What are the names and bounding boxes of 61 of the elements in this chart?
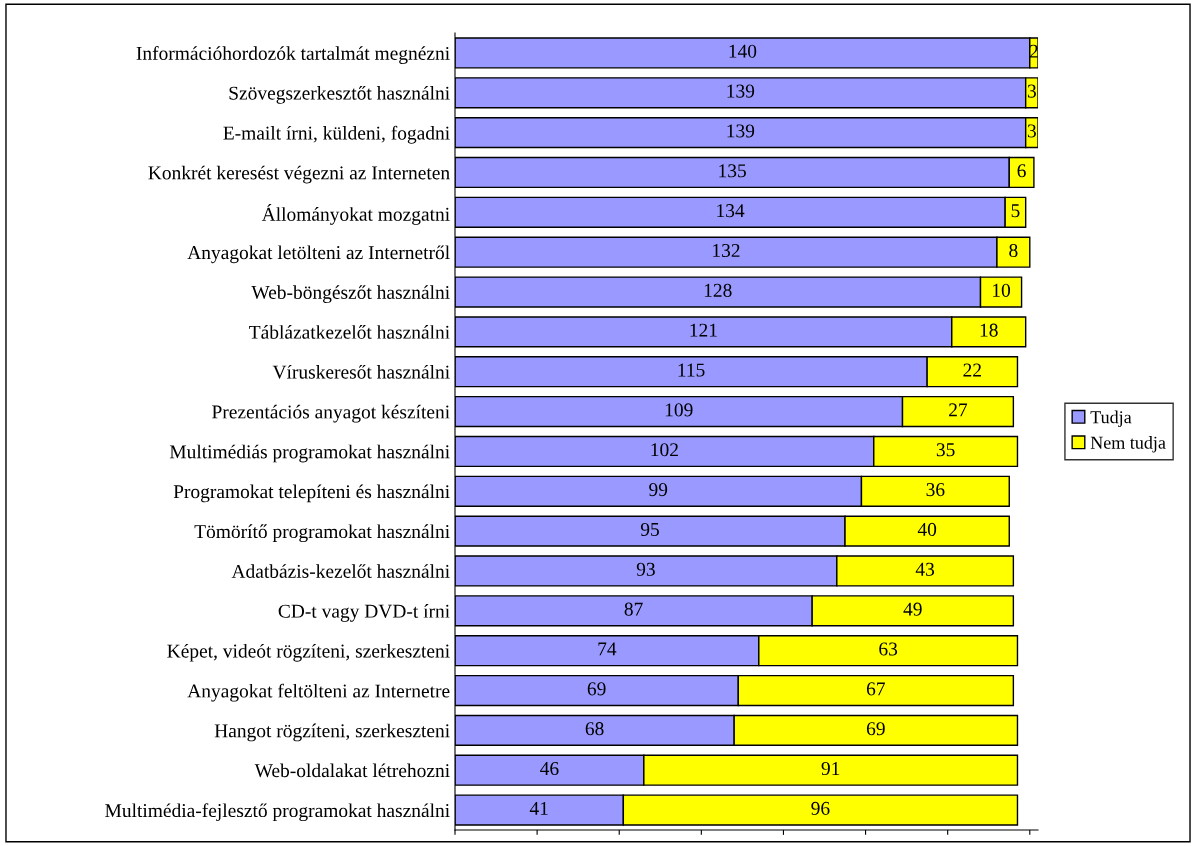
- data-label: 87: [624, 602, 643, 616]
- data-label: 134: [717, 204, 745, 218]
- data-label: 139: [727, 84, 755, 98]
- y-tick-label: Anyagokat feltölteni az Internetre: [187, 683, 450, 702]
- data-label: 18: [980, 323, 998, 337]
- legend-label: Nem tudja: [1090, 436, 1166, 453]
- data-label: 93: [636, 562, 655, 576]
- y-tick-label: Adatbázis-kezelőt használni: [231, 564, 450, 578]
- data-label: 8: [1009, 243, 1018, 258]
- data-label: 35: [936, 443, 955, 457]
- data-label: 3: [1027, 84, 1036, 98]
- y-tick-label: Web-böngészőt használni: [251, 285, 450, 303]
- y-tick-label: Szövegszerkesztőt használni: [229, 86, 450, 104]
- y-tick-label: Prezentációs anyagot készíteni: [212, 404, 450, 423]
- y-tick-label: Programokat telepíteni és használni: [173, 484, 450, 503]
- data-label: 41: [529, 801, 548, 815]
- data-label: 96: [811, 801, 830, 815]
- y-tick-label: Multimédiás programokat használni: [169, 444, 450, 463]
- data-label: 102: [651, 443, 678, 457]
- data-label: 139: [727, 124, 755, 138]
- y-tick-label: Víruskeresőt használni: [272, 364, 450, 379]
- data-label: 22: [963, 363, 981, 377]
- y-tick-label: Állományokat mozgatni: [261, 204, 450, 225]
- y-tick-label: Multimédia-fejlesztő programokat használni: [105, 803, 450, 822]
- data-label: 36: [926, 483, 945, 497]
- y-tick-label: Web-oldalakat létrehozni: [254, 763, 450, 778]
- data-label: 63: [879, 642, 898, 656]
- data-label: 115: [678, 363, 705, 377]
- data-label: 49: [903, 602, 922, 616]
- y-tick-label: Táblázatkezelőt használni: [249, 325, 450, 339]
- data-label: 132: [713, 243, 740, 258]
- y-tick-label: Képet, videót rögzíteni, szerkeszteni: [167, 643, 450, 662]
- y-tick-label: CD-t vagy DVD-t írni: [278, 604, 450, 622]
- data-label: 121: [690, 323, 717, 337]
- data-label: 91: [821, 762, 840, 776]
- data-label: 135: [719, 164, 746, 178]
- data-label: 27: [949, 403, 968, 417]
- data-label: 5: [1011, 204, 1020, 218]
- data-label: 128: [704, 283, 732, 297]
- data-label: 99: [649, 483, 668, 497]
- data-label: 46: [540, 762, 559, 776]
- data-label: 109: [665, 403, 693, 417]
- y-tick-label: E-mailt írni, küldeni, fogadni: [223, 125, 450, 144]
- data-label: 68: [585, 722, 604, 736]
- data-label: 95: [640, 522, 659, 536]
- data-label: 40: [917, 522, 937, 536]
- y-tick-label: Anyagokat letölteni az Internetről: [187, 245, 450, 264]
- data-label: 3: [1027, 124, 1036, 138]
- y-tick-label: Hangot rögzíteni, szerkeszteni: [214, 723, 450, 742]
- y-tick-label: Tömörítő programokat használni: [194, 524, 450, 543]
- data-label: 43: [915, 562, 935, 576]
- data-label: 6: [1017, 164, 1026, 178]
- legend-label: Tudja: [1090, 410, 1132, 427]
- data-label: 67: [866, 682, 885, 696]
- data-label: 69: [587, 682, 606, 696]
- data-label: 140: [729, 44, 757, 58]
- data-label: 10: [993, 283, 1011, 297]
- data-label: 69: [866, 722, 885, 736]
- y-tick-label: Konkrét keresést végezni az Interneten: [148, 165, 450, 184]
- data-label: 74: [598, 642, 617, 656]
- y-tick-label: Információhordozók tartalmát megnézni: [136, 46, 450, 64]
